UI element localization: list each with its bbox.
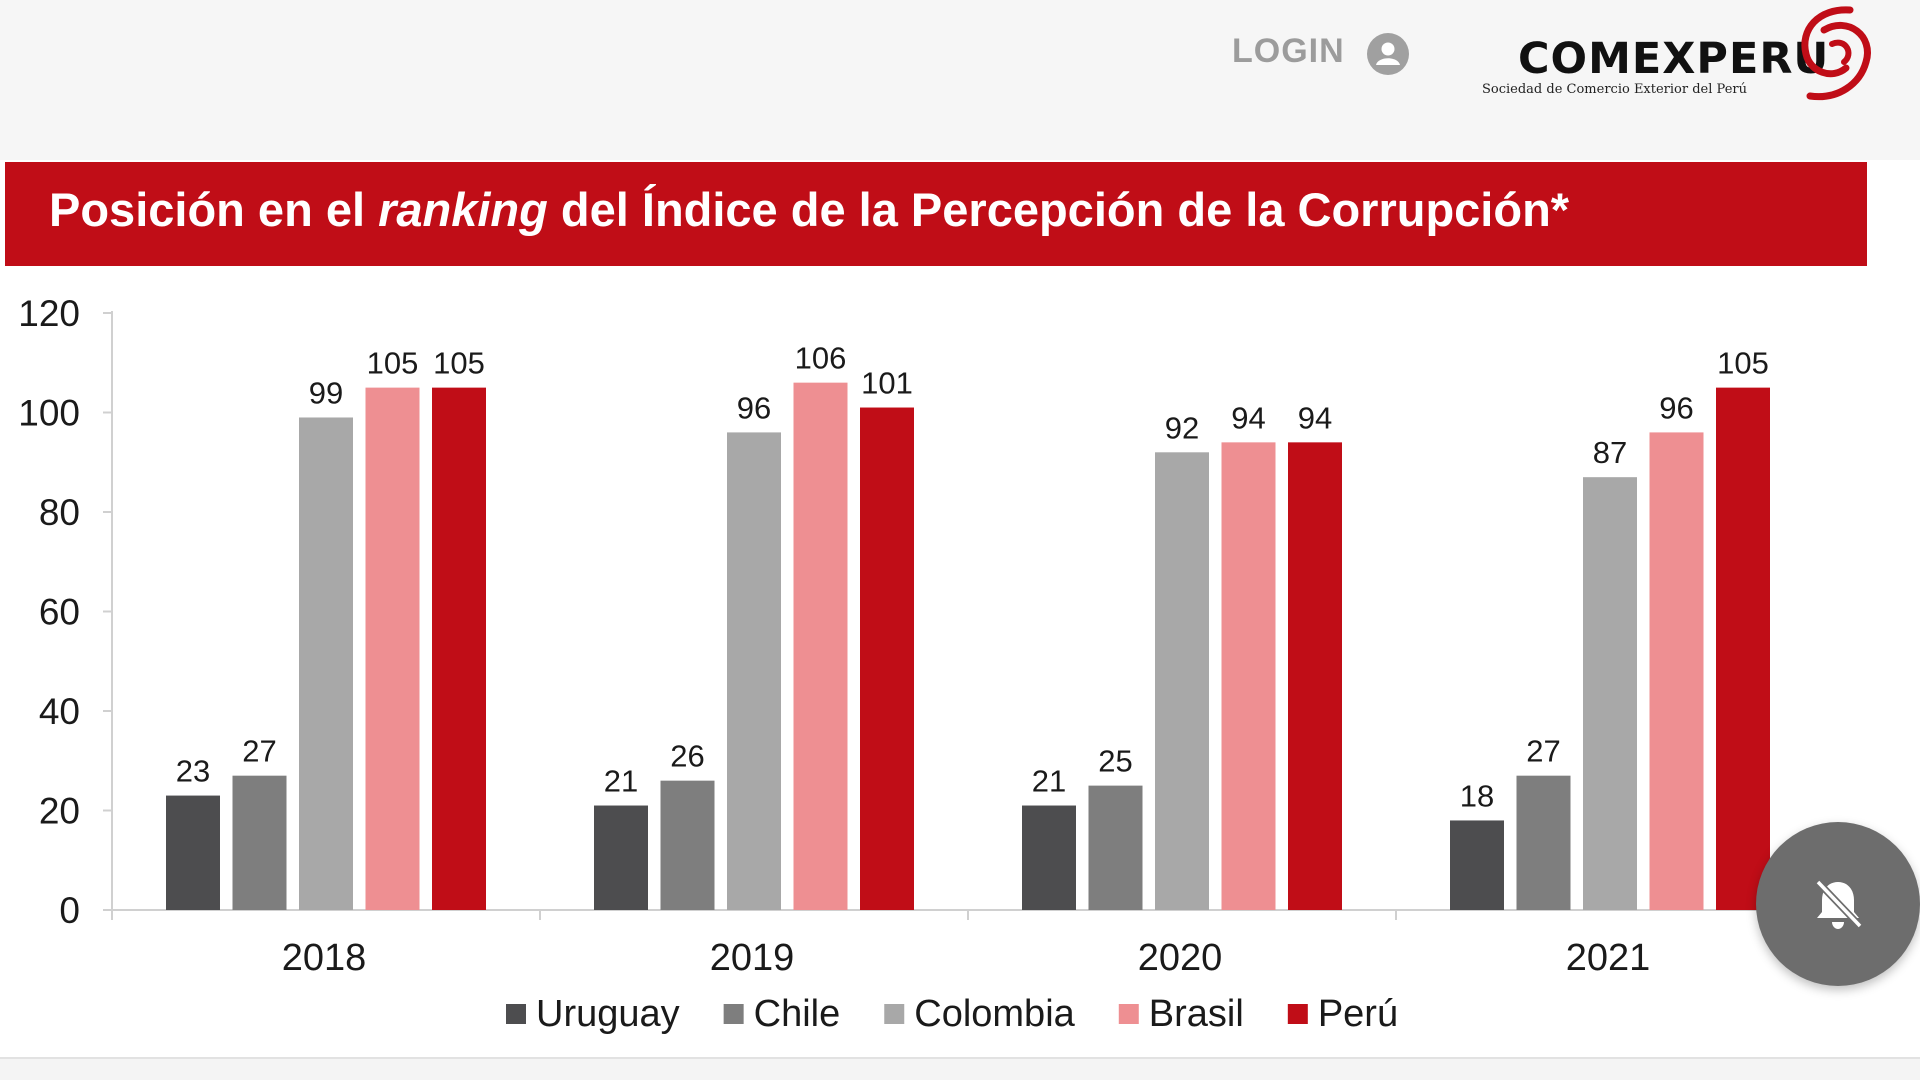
y-tick-label: 40 (39, 691, 80, 732)
bar-colombia (299, 417, 353, 910)
footer-divider (0, 1057, 1920, 1059)
x-tick-label: 2018 (282, 937, 367, 979)
data-label: 105 (1717, 346, 1769, 381)
legend-label: Colombia (914, 993, 1075, 1035)
bar-uruguay (166, 795, 220, 910)
bar-brasil (1221, 442, 1276, 910)
site-header: LOGIN COMEXPERU Sociedad de Comercio Ext… (0, 0, 1920, 160)
data-label: 23 (176, 754, 210, 789)
footer-area (0, 1059, 1920, 1080)
chart-title-banner: Posición en el ranking del Índice de la … (5, 162, 1867, 266)
data-label: 92 (1165, 410, 1199, 445)
bar-chile (1516, 775, 1571, 910)
legend-swatch-colombia (884, 1004, 905, 1024)
bar-uruguay (1022, 805, 1076, 910)
bar-uruguay (1450, 820, 1504, 910)
bell-off-icon (1815, 879, 1863, 929)
legend-swatch-chile (723, 1004, 744, 1024)
data-label: 87 (1593, 435, 1627, 470)
logo-subtitle: Sociedad de Comercio Exterior del Perú (1482, 82, 1747, 97)
legend-label: Perú (1318, 993, 1398, 1035)
bar-uruguay (594, 805, 648, 910)
legend-swatch-brasil (1118, 1004, 1139, 1024)
x-tick-label: 2019 (710, 937, 795, 979)
data-label: 105 (367, 346, 419, 381)
bar-chile (232, 775, 287, 910)
user-circle-icon[interactable] (1366, 32, 1410, 76)
x-tick-label: 2021 (1566, 937, 1651, 979)
bar-perú (860, 407, 914, 910)
comexperu-logo[interactable]: COMEXPERU Sociedad de Comercio Exterior … (1478, 4, 1878, 108)
x-tick-label: 2020 (1138, 937, 1223, 979)
data-label: 106 (795, 341, 847, 376)
data-label: 21 (1032, 764, 1066, 799)
data-label: 18 (1460, 778, 1494, 813)
bar-colombia (1583, 477, 1637, 910)
title-part-1: Posición en el (49, 183, 379, 236)
bar-brasil (365, 387, 420, 910)
bar-brasil (1649, 432, 1704, 910)
y-tick-label: 60 (39, 592, 80, 633)
bar-chile (1088, 785, 1143, 910)
data-label: 21 (604, 764, 638, 799)
bar-chile (660, 780, 715, 910)
title-part-3: del Índice de la Percepción de la Corrup… (547, 183, 1570, 236)
y-tick-label: 120 (18, 293, 80, 334)
data-label: 101 (861, 366, 913, 401)
data-label: 96 (737, 390, 771, 425)
bar-colombia (727, 432, 781, 910)
y-tick-label: 0 (59, 890, 80, 931)
legend-label: Chile (754, 993, 841, 1035)
bar-colombia (1155, 452, 1209, 910)
data-label: 27 (242, 734, 276, 769)
title-part-ranking: ranking (378, 183, 548, 236)
data-label: 94 (1298, 400, 1332, 435)
data-label: 26 (670, 739, 704, 774)
legend-label: Uruguay (536, 993, 680, 1035)
y-tick-label: 20 (39, 791, 80, 832)
legend-label: Brasil (1149, 993, 1244, 1035)
data-label: 96 (1659, 390, 1693, 425)
logo-wordmark: COMEXPERU (1518, 34, 1830, 84)
y-tick-label: 80 (39, 492, 80, 533)
legend-swatch-perú (1287, 1004, 1308, 1024)
chart-title: Posición en el ranking del Índice de la … (49, 182, 1569, 237)
data-label: 99 (309, 375, 343, 410)
bar-perú (1716, 387, 1770, 910)
login-link[interactable]: LOGIN (1232, 32, 1345, 70)
data-label: 27 (1526, 734, 1560, 769)
data-label: 105 (433, 346, 485, 381)
bar-perú (1288, 442, 1342, 910)
notification-toggle-button[interactable] (1756, 822, 1920, 986)
logo-swirl-icon (1801, 6, 1871, 101)
bar-perú (432, 387, 486, 910)
bar-brasil (793, 382, 848, 910)
y-tick-label: 100 (18, 393, 80, 434)
legend-swatch-uruguay (506, 1004, 526, 1024)
data-label: 25 (1098, 744, 1132, 779)
data-label: 94 (1231, 400, 1265, 435)
